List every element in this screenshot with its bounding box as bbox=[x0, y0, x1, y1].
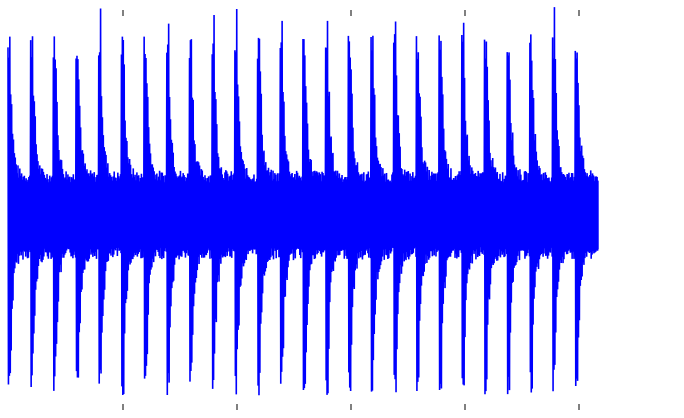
waveform-line bbox=[7, 7, 599, 396]
